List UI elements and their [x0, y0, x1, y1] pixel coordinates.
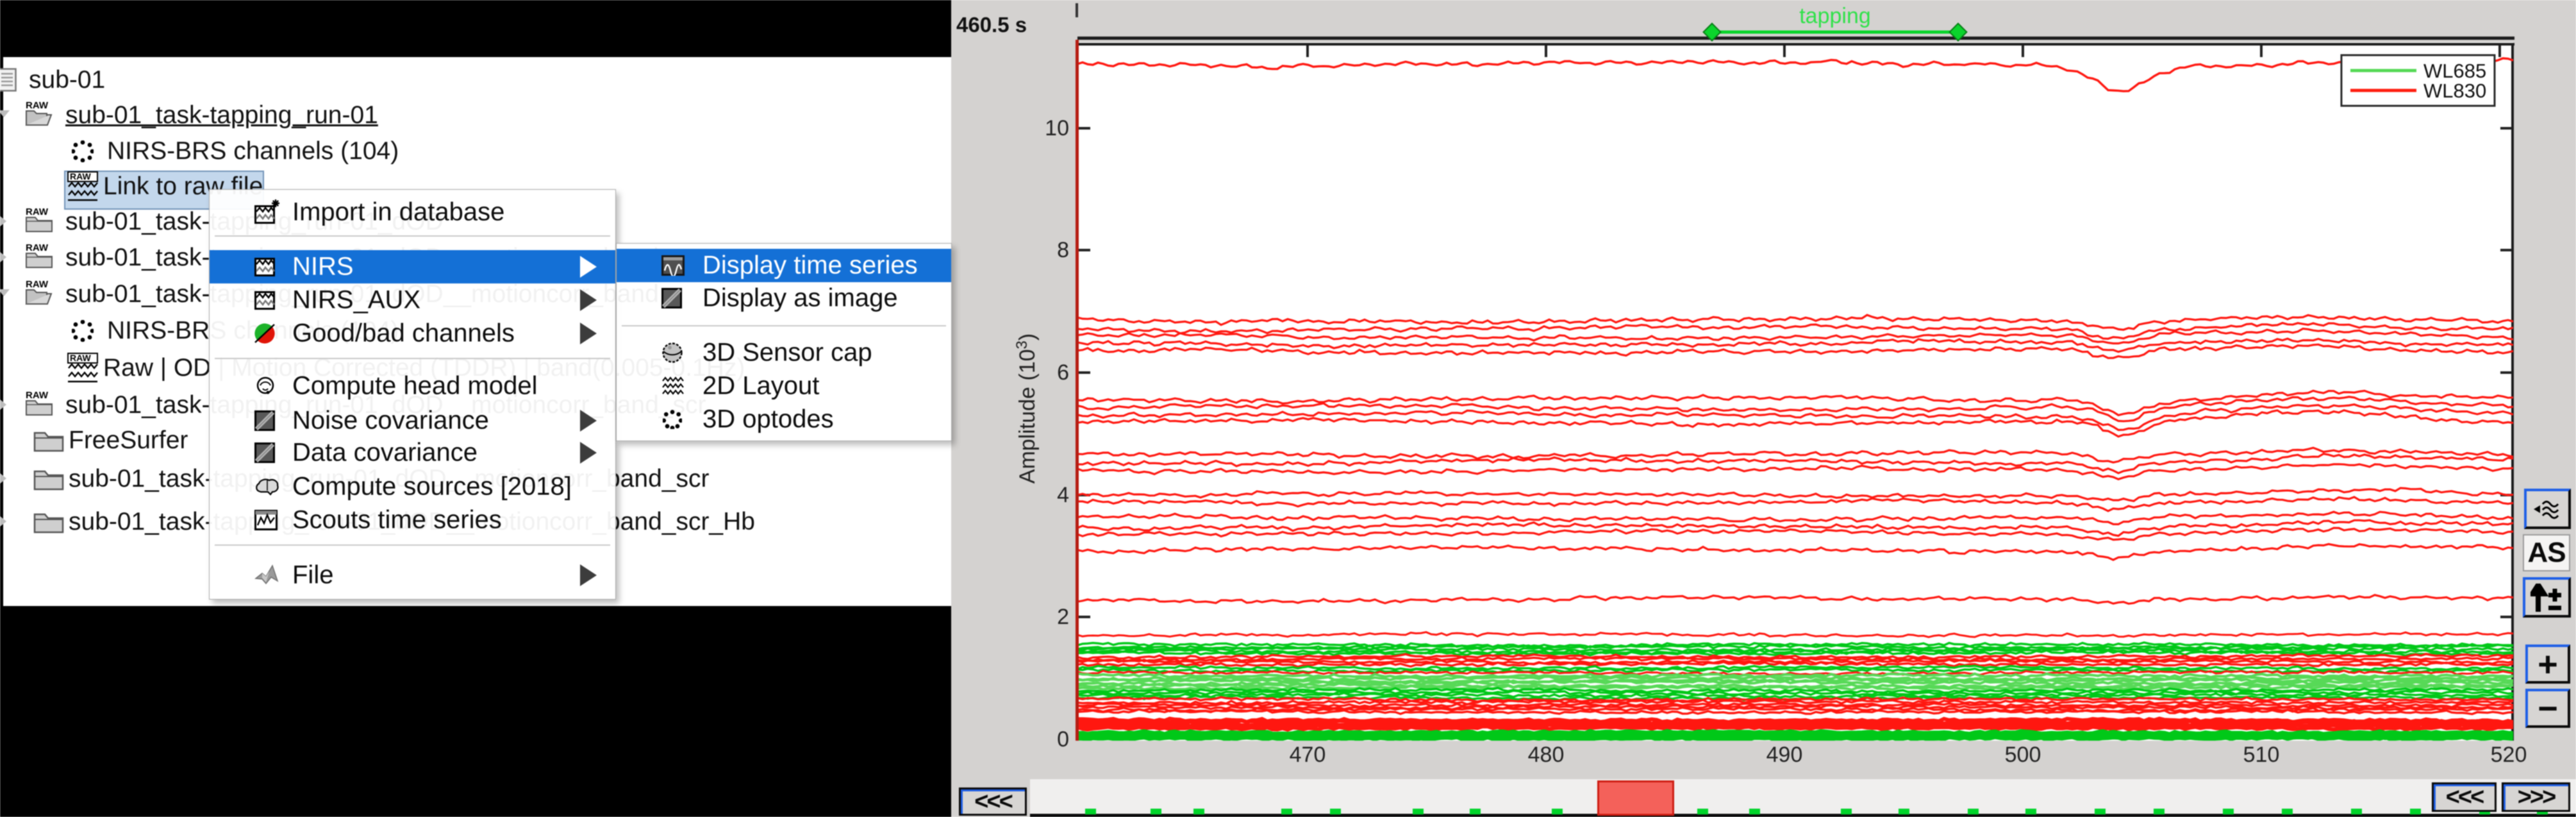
svg-text:RAW: RAW: [26, 243, 49, 253]
svg-text:WL685: WL685: [2423, 60, 2486, 82]
svg-text:RAW: RAW: [26, 101, 49, 111]
svg-text:WL830: WL830: [2423, 80, 2486, 102]
svg-text:RAW: RAW: [70, 353, 91, 363]
svg-text:RAW: RAW: [26, 207, 49, 217]
svg-text:tapping: tapping: [1799, 4, 1871, 28]
svg-text:RAW: RAW: [26, 391, 49, 401]
svg-text:RAW: RAW: [26, 280, 49, 290]
svg-text:RAW: RAW: [70, 171, 91, 181]
